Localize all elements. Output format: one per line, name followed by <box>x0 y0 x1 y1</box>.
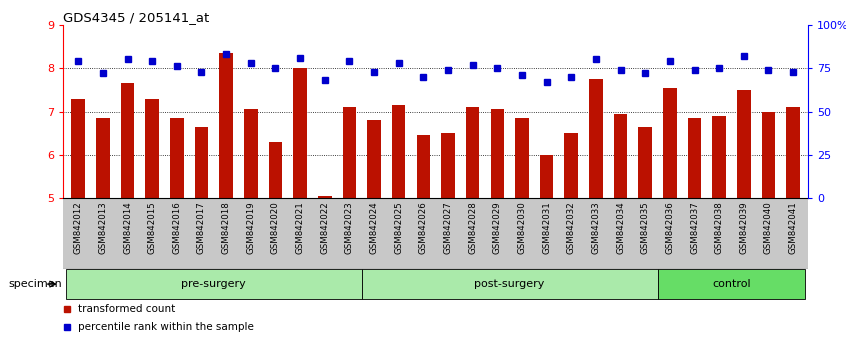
Bar <box>362 269 657 299</box>
Bar <box>737 90 750 198</box>
Bar <box>195 127 208 198</box>
Text: GSM842033: GSM842033 <box>591 201 601 254</box>
Text: specimen: specimen <box>8 279 62 289</box>
Text: GSM842026: GSM842026 <box>419 201 428 254</box>
Text: GSM842012: GSM842012 <box>74 201 83 254</box>
Bar <box>367 120 381 198</box>
Text: GSM842029: GSM842029 <box>493 201 502 254</box>
Bar <box>515 118 529 198</box>
Text: GSM842037: GSM842037 <box>690 201 699 254</box>
Text: GSM842035: GSM842035 <box>640 201 650 254</box>
Bar <box>540 155 553 198</box>
Text: GSM842016: GSM842016 <box>173 201 181 254</box>
Text: GSM842028: GSM842028 <box>468 201 477 254</box>
Text: GSM842034: GSM842034 <box>616 201 625 254</box>
Bar <box>244 109 257 198</box>
Bar <box>761 112 775 198</box>
Text: GSM842022: GSM842022 <box>321 201 329 254</box>
Text: GSM842036: GSM842036 <box>666 201 674 254</box>
Text: GSM842030: GSM842030 <box>518 201 526 254</box>
Bar <box>318 196 332 198</box>
Text: transformed count: transformed count <box>79 304 176 314</box>
Bar <box>96 118 110 198</box>
Text: GSM842015: GSM842015 <box>148 201 157 254</box>
Text: GSM842024: GSM842024 <box>370 201 378 254</box>
Text: percentile rank within the sample: percentile rank within the sample <box>79 322 254 332</box>
Text: GSM842038: GSM842038 <box>715 201 723 254</box>
Bar <box>663 88 677 198</box>
Bar <box>146 98 159 198</box>
Text: GSM842031: GSM842031 <box>542 201 551 254</box>
Bar <box>491 109 504 198</box>
Bar <box>466 107 480 198</box>
Bar <box>416 135 430 198</box>
Text: GSM842032: GSM842032 <box>567 201 576 254</box>
Bar <box>170 118 184 198</box>
Text: GSM842039: GSM842039 <box>739 201 749 254</box>
Bar <box>564 133 578 198</box>
Bar <box>442 133 455 198</box>
Text: pre-surgery: pre-surgery <box>181 279 246 289</box>
Text: GSM842013: GSM842013 <box>98 201 107 254</box>
Bar <box>269 142 283 198</box>
Bar <box>589 79 602 198</box>
Bar <box>343 107 356 198</box>
Text: GSM842020: GSM842020 <box>271 201 280 254</box>
Bar <box>392 105 405 198</box>
Bar <box>219 53 233 198</box>
Text: GSM842017: GSM842017 <box>197 201 206 254</box>
Bar <box>657 269 805 299</box>
Bar <box>688 118 701 198</box>
Bar <box>294 68 307 198</box>
Text: GSM842040: GSM842040 <box>764 201 773 254</box>
Text: GSM842018: GSM842018 <box>222 201 231 254</box>
Text: GSM842021: GSM842021 <box>295 201 305 254</box>
Bar <box>712 116 726 198</box>
Text: GSM842023: GSM842023 <box>345 201 354 254</box>
Bar <box>639 127 652 198</box>
Text: control: control <box>712 279 750 289</box>
Text: GSM842041: GSM842041 <box>788 201 798 254</box>
Text: post-surgery: post-surgery <box>475 279 545 289</box>
Bar <box>614 114 628 198</box>
Bar <box>71 98 85 198</box>
Text: GSM842027: GSM842027 <box>443 201 453 254</box>
Text: GDS4345 / 205141_at: GDS4345 / 205141_at <box>63 11 210 24</box>
Text: GSM842014: GSM842014 <box>123 201 132 254</box>
Bar <box>787 107 800 198</box>
Bar <box>66 269 362 299</box>
Text: GSM842025: GSM842025 <box>394 201 404 254</box>
Bar <box>121 83 135 198</box>
Text: GSM842019: GSM842019 <box>246 201 255 254</box>
